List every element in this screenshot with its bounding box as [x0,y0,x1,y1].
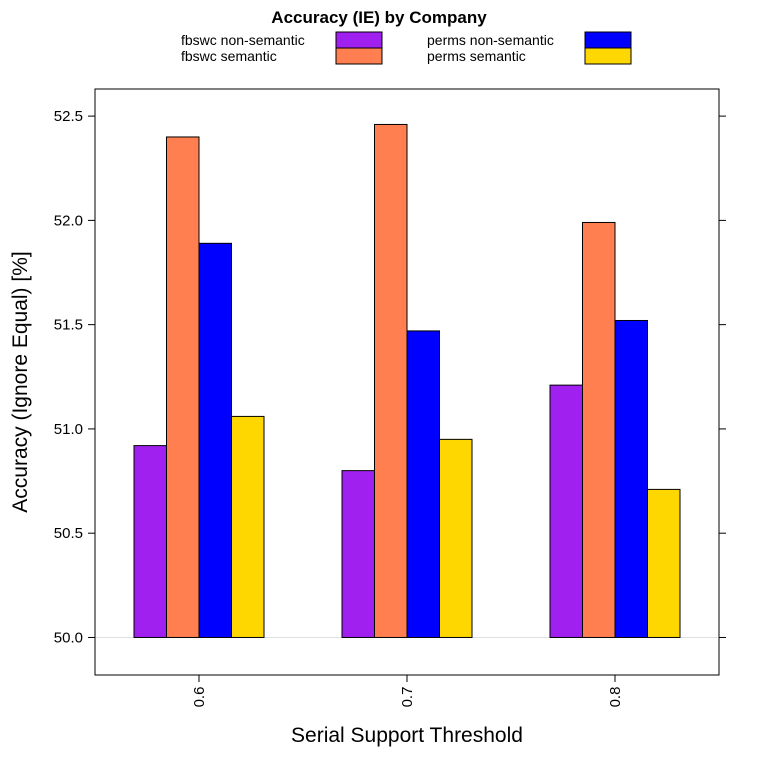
legend-label: perms non-semantic [427,32,554,48]
x-axis-ticks: 0.6 0.7 0.8 [191,675,624,707]
bar-perms-semantic-0.7 [439,438,473,638]
legend-swatch [584,47,632,65]
y-tick-label: 52.5 [54,108,83,125]
chart-title: Accuracy (IE) by Company [271,8,487,27]
bar-fbswc-non-semantic-0.7 [341,470,375,638]
bar-fbswc-non-semantic-0.6 [133,445,167,638]
y-tick-label: 50.0 [54,629,83,646]
y-tick-label: 52.0 [54,212,83,229]
bar-perms-semantic-0.6 [231,415,265,638]
x-axis-label: Serial Support Threshold [291,724,523,747]
bar-fbswc-semantic-0.6 [166,136,200,638]
bar-fbswc-non-semantic-0.8 [549,384,583,638]
bar-fbswc-semantic-0.8 [582,221,616,638]
bar-perms-semantic-0.8 [647,488,681,638]
bar-perms-non-semantic-0.6 [198,242,232,638]
bar-fbswc-semantic-0.7 [374,123,408,638]
bar-perms-non-semantic-0.8 [614,319,648,638]
y-axis-ticks: 50.0 50.5 51.0 51.5 52.0 52.5 [54,108,726,646]
legend-label: perms semantic [427,48,526,64]
y-tick-label: 51.5 [54,317,83,334]
legend-swatch [335,47,383,65]
legend-swatch [335,31,383,49]
bars-group [133,123,681,638]
legend-label: fbswc non-semantic [181,32,305,48]
x-tick-label: 0.6 [191,687,208,708]
legend-swatch [584,31,632,49]
x-tick-label: 0.8 [607,687,624,708]
y-tick-label: 51.0 [54,421,83,438]
x-tick-label: 0.7 [399,687,416,708]
y-axis-label: Accuracy (Ignore Equal) [%] [9,251,32,512]
legend-label: fbswc semantic [181,48,277,64]
y-tick-label: 50.5 [54,525,83,542]
bar-perms-non-semantic-0.7 [406,330,440,638]
